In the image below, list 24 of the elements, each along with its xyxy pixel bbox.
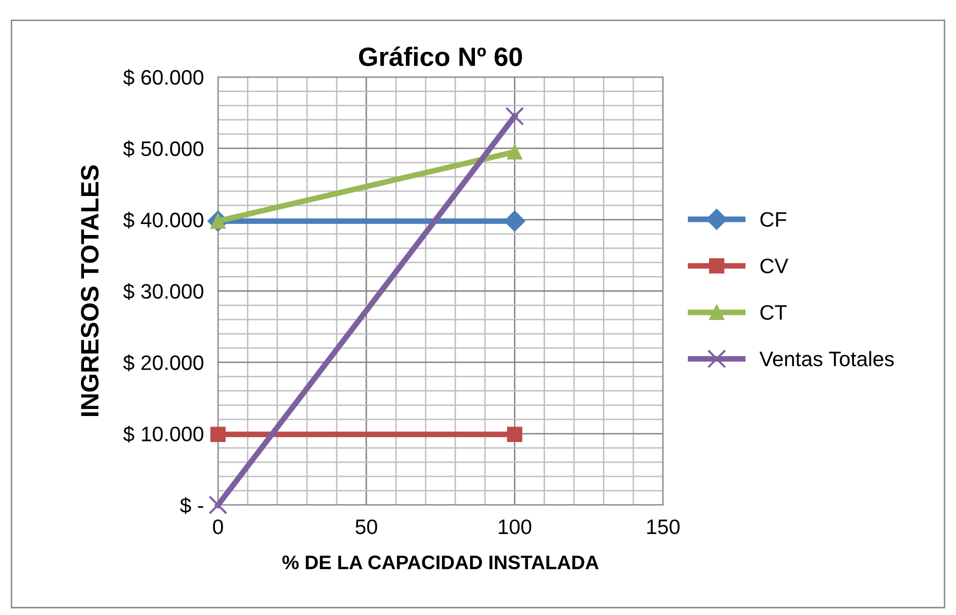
point <box>504 210 526 232</box>
legend-label: CF <box>760 212 786 227</box>
point <box>210 426 226 442</box>
legend-label: CT <box>760 305 787 320</box>
x-tick-label: 50 <box>356 519 378 534</box>
y-tick-label: $ 60.000 <box>123 69 204 86</box>
point <box>507 144 522 160</box>
point <box>208 496 228 514</box>
legend-label: CV <box>760 258 788 274</box>
chart-title: Gráfico Nº 60 <box>359 46 522 66</box>
y-tick-label: $ 40.000 <box>123 212 204 229</box>
point <box>507 426 522 442</box>
y-axis-title: INGRESOS TOTALES <box>80 165 99 416</box>
y-tick-label: $ - <box>180 497 204 514</box>
point <box>505 106 524 126</box>
x-tick-label: 150 <box>647 519 680 534</box>
x-tick-label: 100 <box>498 519 532 534</box>
x-axis-title: % DE LA CAPACIDAD INSTALADA <box>282 555 599 570</box>
y-tick-label: $ 50.000 <box>123 140 204 158</box>
y-tick-label: $ 20.000 <box>123 354 204 372</box>
legend-label: Ventas Totales <box>759 351 894 366</box>
y-tick-label: $ 10.000 <box>123 426 204 443</box>
x-tick-label: 0 <box>213 519 223 534</box>
y-tick-label: $ 30.000 <box>123 283 204 300</box>
